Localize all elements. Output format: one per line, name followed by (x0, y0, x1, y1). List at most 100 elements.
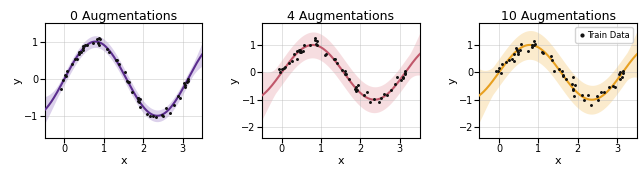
Point (277, 68, 287, 71)
Point (382, 93, 392, 96)
Point (173, 95, 183, 97)
Point (135, 106, 145, 109)
Train Data (609, 85, 620, 88)
Train Data (496, 71, 506, 74)
Train Data (527, 43, 537, 46)
Legend: Train Data: Train Data (575, 27, 632, 43)
Train Data (512, 49, 522, 52)
Train Data (509, 53, 519, 55)
Train Data (570, 84, 580, 87)
Point (344, 77, 354, 80)
Point (74, 52, 84, 55)
Point (339, 70, 349, 73)
Point (78, 45, 88, 48)
Point (148, 115, 158, 118)
Train Data (554, 67, 564, 70)
Point (397, 77, 408, 80)
Point (127, 91, 137, 94)
Train Data (522, 49, 532, 52)
Point (61, 75, 72, 77)
Train Data (568, 89, 578, 92)
Title: 10 Augmentations: 10 Augmentations (500, 10, 616, 23)
Point (369, 98, 379, 101)
X-axis label: x: x (120, 156, 127, 166)
Point (399, 71, 410, 74)
Point (72, 58, 83, 61)
Point (397, 76, 408, 78)
Point (92, 42, 102, 44)
Point (95, 37, 106, 40)
Train Data (546, 55, 556, 57)
Point (296, 51, 306, 53)
Point (104, 50, 114, 53)
Point (312, 40, 323, 42)
Train Data (549, 70, 559, 73)
Point (180, 84, 191, 87)
Point (133, 96, 143, 99)
Point (292, 58, 302, 60)
Train Data (618, 71, 628, 74)
Point (62, 70, 72, 72)
Train Data (538, 52, 548, 54)
Point (321, 53, 331, 55)
Point (94, 44, 104, 47)
Point (352, 88, 362, 91)
Point (122, 80, 132, 83)
Train Data (494, 67, 504, 70)
Point (295, 50, 305, 53)
Point (351, 89, 361, 92)
Point (311, 42, 321, 45)
Train Data (513, 52, 523, 55)
Y-axis label: y: y (447, 77, 458, 84)
Train Data (593, 99, 603, 102)
Point (310, 36, 320, 39)
Point (134, 101, 144, 103)
Point (319, 53, 330, 56)
Point (392, 76, 403, 79)
Point (299, 43, 309, 46)
Point (164, 112, 175, 115)
Point (400, 70, 410, 72)
Train Data (557, 73, 568, 76)
Train Data (613, 73, 623, 76)
Point (183, 80, 193, 82)
Point (330, 58, 340, 61)
Point (183, 77, 193, 80)
Train Data (529, 44, 539, 47)
Point (145, 115, 155, 118)
X-axis label: x: x (555, 156, 561, 166)
Train Data (537, 51, 547, 54)
Y-axis label: y: y (230, 77, 240, 84)
Point (115, 63, 125, 65)
Train Data (547, 58, 557, 61)
Point (275, 71, 285, 74)
Train Data (561, 77, 572, 80)
Point (56, 88, 67, 91)
Point (284, 62, 294, 65)
Point (124, 81, 134, 84)
Train Data (507, 57, 517, 60)
Train Data (617, 76, 627, 79)
Train Data (591, 95, 602, 98)
Point (351, 89, 361, 92)
Point (67, 63, 77, 66)
Point (365, 100, 376, 103)
Train Data (599, 91, 609, 93)
Point (351, 86, 361, 89)
Point (151, 116, 161, 119)
Train Data (607, 85, 618, 88)
Point (294, 49, 304, 52)
Train Data (604, 85, 614, 88)
Point (182, 81, 193, 84)
Point (88, 42, 99, 45)
Train Data (569, 94, 579, 97)
Train Data (615, 77, 625, 80)
Point (292, 50, 302, 53)
Point (289, 53, 300, 56)
Point (102, 48, 113, 50)
Point (133, 97, 143, 100)
Point (340, 72, 351, 75)
Point (134, 98, 145, 100)
Point (123, 80, 133, 83)
Train Data (579, 99, 589, 102)
